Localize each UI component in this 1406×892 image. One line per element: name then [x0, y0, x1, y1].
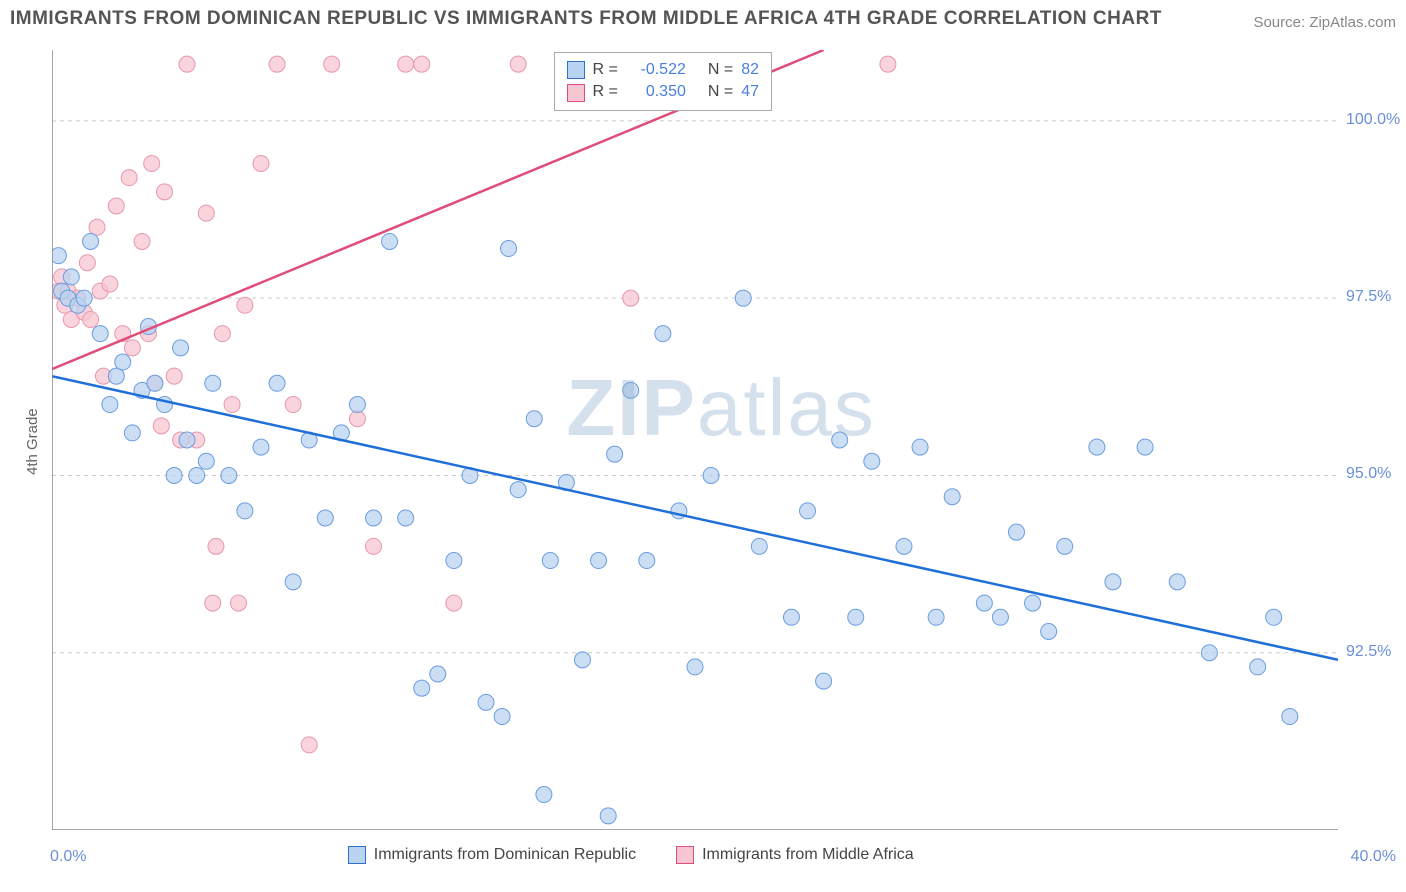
x-min-label: 0.0% [50, 848, 86, 866]
legend-r-label: R = [593, 59, 618, 81]
legend-swatch [567, 61, 585, 79]
legend-swatch [348, 846, 366, 864]
legend-r-label: R = [593, 81, 618, 103]
legend-r-value: 0.350 [626, 81, 686, 103]
x-max-label: 40.0% [1351, 848, 1396, 866]
y-tick-label: 92.5% [1346, 643, 1391, 661]
legend-n-value: 47 [741, 81, 759, 103]
legend-r-value: -0.522 [626, 59, 686, 81]
scatter-plot [52, 50, 1338, 830]
legend-row: R = -0.522 N = 82 [567, 59, 759, 81]
legend-top: R = -0.522 N = 82 R = 0.350 N = 47 [554, 52, 772, 111]
legend-n-label: N = [708, 59, 733, 81]
legend-item: Immigrants from Dominican Republic [348, 846, 636, 864]
y-axis-label: 4th Grade [24, 408, 41, 475]
legend-item: Immigrants from Middle Africa [676, 846, 914, 864]
legend-swatch [676, 846, 694, 864]
legend-swatch [567, 84, 585, 102]
legend-label: Immigrants from Dominican Republic [374, 846, 636, 864]
chart-container: IMMIGRANTS FROM DOMINICAN REPUBLIC VS IM… [0, 0, 1406, 892]
legend-n-label: N = [708, 81, 733, 103]
legend-bottom: Immigrants from Dominican Republic Immigr… [348, 846, 914, 864]
y-tick-label: 95.0% [1346, 465, 1391, 483]
source-label: Source: ZipAtlas.com [1253, 14, 1396, 31]
legend-n-value: 82 [741, 59, 759, 81]
chart-title: IMMIGRANTS FROM DOMINICAN REPUBLIC VS IM… [10, 8, 1162, 30]
legend-row: R = 0.350 N = 47 [567, 81, 759, 103]
legend-label: Immigrants from Middle Africa [702, 846, 914, 864]
y-tick-label: 100.0% [1346, 111, 1400, 129]
y-tick-label: 97.5% [1346, 288, 1391, 306]
